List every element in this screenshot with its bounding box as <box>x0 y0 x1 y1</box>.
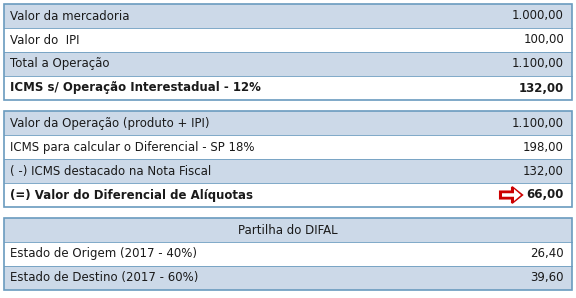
Bar <box>4 52 572 76</box>
Text: Valor do  IPI: Valor do IPI <box>10 33 79 46</box>
Bar <box>4 183 572 207</box>
Text: Estado de Origem (2017 - 40%): Estado de Origem (2017 - 40%) <box>10 248 197 260</box>
Bar <box>4 111 572 135</box>
Text: 198,00: 198,00 <box>523 140 564 153</box>
Text: 100,00: 100,00 <box>523 33 564 46</box>
Text: (=) Valor do Diferencial de Alíquotas: (=) Valor do Diferencial de Alíquotas <box>10 189 253 201</box>
Text: Valor da mercadoria: Valor da mercadoria <box>10 10 130 23</box>
Bar <box>4 135 572 159</box>
Bar <box>4 28 572 52</box>
Text: Estado de Destino (2017 - 60%): Estado de Destino (2017 - 60%) <box>10 271 198 285</box>
FancyArrow shape <box>500 187 522 203</box>
Bar <box>4 218 572 290</box>
Bar <box>4 242 572 266</box>
Bar <box>4 266 572 290</box>
Text: ICMS para calcular o Diferencial - SP 18%: ICMS para calcular o Diferencial - SP 18… <box>10 140 255 153</box>
Text: Valor da Operação (produto + IPI): Valor da Operação (produto + IPI) <box>10 117 210 130</box>
Text: 1.100,00: 1.100,00 <box>512 58 564 71</box>
Bar <box>4 4 572 28</box>
Bar <box>4 159 572 183</box>
Bar <box>4 111 572 207</box>
Bar <box>4 218 572 242</box>
Text: 26,40: 26,40 <box>530 248 564 260</box>
Text: ICMS s/ Operação Interestadual - 12%: ICMS s/ Operação Interestadual - 12% <box>10 81 261 94</box>
FancyArrow shape <box>502 189 521 201</box>
Text: 39,60: 39,60 <box>530 271 564 285</box>
Text: ( -) ICMS destacado na Nota Fiscal: ( -) ICMS destacado na Nota Fiscal <box>10 164 211 178</box>
Bar <box>4 76 572 100</box>
Text: 1.100,00: 1.100,00 <box>512 117 564 130</box>
Text: 1.000,00: 1.000,00 <box>512 10 564 23</box>
Text: 132,00: 132,00 <box>519 81 564 94</box>
Text: Partilha do DIFAL: Partilha do DIFAL <box>238 224 338 237</box>
Bar <box>4 4 572 100</box>
Text: 66,00: 66,00 <box>526 189 564 201</box>
Text: 132,00: 132,00 <box>523 164 564 178</box>
Text: Total a Operação: Total a Operação <box>10 58 109 71</box>
